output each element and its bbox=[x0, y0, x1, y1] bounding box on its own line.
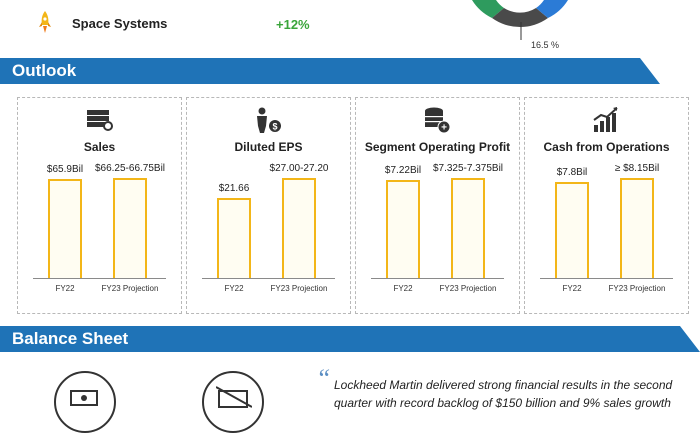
rocket-icon bbox=[39, 11, 51, 33]
outlook-card: + Segment Operating Profit $7.22Bil FY22 $7.… bbox=[355, 97, 520, 314]
svg-text:$: $ bbox=[272, 122, 277, 132]
data-label: $21.66 bbox=[218, 183, 250, 194]
segment-growth: +12% bbox=[276, 17, 310, 32]
quote-mark-icon: “ bbox=[316, 364, 331, 393]
segment-row-space-systems: Space Systems +12% 16.5 % bbox=[0, 0, 700, 55]
data-label: $7.325-7.375Bil bbox=[432, 163, 504, 174]
data-label: $66.25-66.75Bil bbox=[94, 163, 166, 174]
chart-baseline bbox=[371, 278, 504, 279]
outlook-card: Cash from Operations $7.8Bil FY22 ≥ $8.15Bi… bbox=[524, 97, 689, 314]
segment-name: Space Systems bbox=[72, 16, 168, 31]
chart-title: Diluted EPS bbox=[234, 140, 303, 154]
data-label: ≥ $8.15Bil bbox=[614, 163, 660, 174]
tick-label: FY22 bbox=[224, 284, 244, 293]
chart-bar bbox=[48, 179, 82, 278]
outlook-card: Sales $65.9Bil FY22 $66.25-66.75Bil FY23 Pro… bbox=[17, 97, 182, 314]
money-stack-icon bbox=[84, 106, 114, 134]
balance-sheet-title: Balance Sheet bbox=[12, 329, 129, 348]
growth-chart-icon bbox=[591, 106, 621, 134]
coin-stack-icon: + bbox=[422, 106, 452, 134]
chart-bar bbox=[620, 178, 654, 278]
chart-bar bbox=[386, 180, 420, 278]
chart-bar bbox=[113, 178, 147, 278]
donut-leader-line bbox=[520, 22, 522, 40]
chart-baseline bbox=[33, 278, 166, 279]
outlook-banner bbox=[0, 58, 660, 84]
data-label: $27.00-27.20 bbox=[269, 163, 329, 174]
chart-baseline bbox=[540, 278, 673, 279]
chart-title: Cash from Operations bbox=[543, 140, 670, 154]
quote-text: Lockheed Martin delivered strong financi… bbox=[334, 376, 694, 412]
tick-label: FY23 Projection bbox=[270, 284, 328, 293]
no-card-icon bbox=[202, 371, 264, 433]
tick-label: FY23 Projection bbox=[608, 284, 666, 293]
outlook-title: Outlook bbox=[12, 61, 77, 80]
chart-baseline bbox=[202, 278, 335, 279]
tick-label: FY22 bbox=[393, 284, 413, 293]
tick-label: FY23 Projection bbox=[439, 284, 497, 293]
donut-chart bbox=[472, 0, 568, 28]
quote-line-2: quarter with record backlog of $150 bill… bbox=[334, 396, 671, 410]
chart-bar bbox=[451, 178, 485, 278]
quote-line-1: Lockheed Martin delivered strong financi… bbox=[334, 378, 673, 392]
chart-title: Sales bbox=[83, 140, 116, 154]
chart-bar bbox=[282, 178, 316, 278]
data-label: $7.8Bil bbox=[556, 167, 588, 178]
tick-label: FY22 bbox=[562, 284, 582, 293]
chart-bar bbox=[217, 198, 251, 278]
donut-slice-label: 16.5 % bbox=[531, 40, 560, 50]
balance-sheet-banner bbox=[0, 326, 700, 352]
chart-bar bbox=[555, 182, 589, 278]
person-dollar-icon: $ bbox=[253, 106, 283, 134]
cash-icon bbox=[54, 371, 116, 433]
tick-label: FY22 bbox=[55, 284, 75, 293]
data-label: $65.9Bil bbox=[46, 164, 84, 175]
outlook-card: $ Diluted EPS $21.66 FY22 $27.00-27.20 FY23 P… bbox=[186, 97, 351, 314]
data-label: $7.22Bil bbox=[384, 165, 422, 176]
tick-label: FY23 Projection bbox=[101, 284, 159, 293]
chart-title: Segment Operating Profit bbox=[364, 140, 511, 154]
svg-text:+: + bbox=[441, 123, 447, 134]
